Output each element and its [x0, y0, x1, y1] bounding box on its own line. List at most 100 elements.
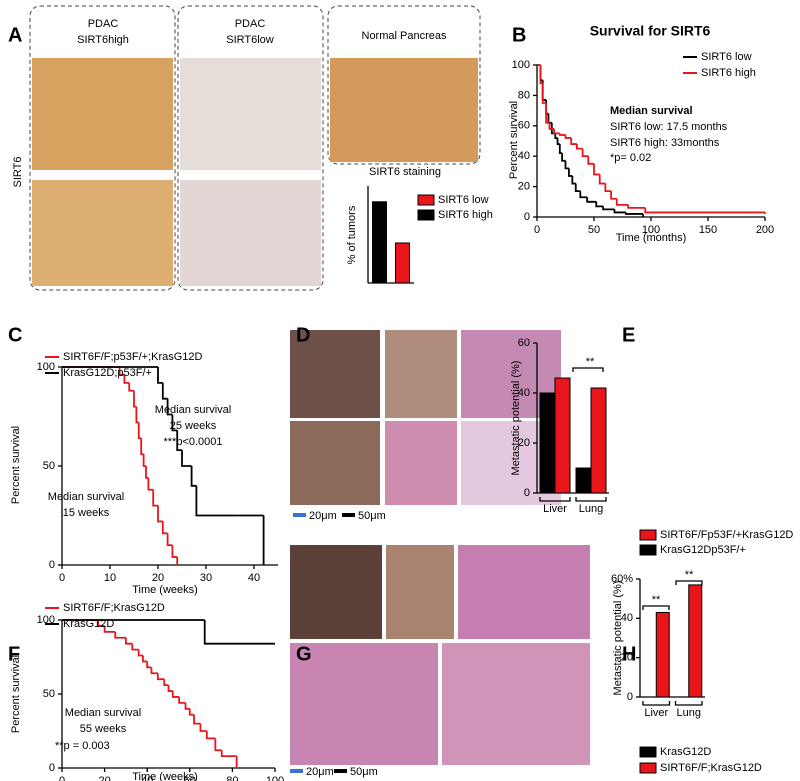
- survival-step: [157, 505, 163, 523]
- survival-step: [156, 673, 165, 681]
- survival-step: [587, 156, 594, 165]
- histology-image: [442, 643, 590, 765]
- survival-step: [157, 367, 163, 384]
- y-axis-label: Percent survival: [10, 655, 22, 733]
- survival-step: [553, 128, 560, 135]
- x-axis-label: Time (weeks): [132, 771, 198, 781]
- annotation: **: [586, 356, 595, 368]
- x-tick-label: 40: [248, 572, 260, 584]
- annotation: 55 weeks: [80, 723, 127, 735]
- ihc-image: [180, 58, 321, 170]
- bar: [575, 467, 592, 494]
- panel-letter: B: [512, 24, 526, 46]
- category-bracket: [674, 701, 703, 706]
- survival-step: [181, 450, 192, 467]
- survival-step: [613, 209, 626, 214]
- survival-step: [548, 122, 555, 130]
- survival-step: [184, 702, 190, 710]
- ihc-image: [330, 58, 478, 162]
- bar: [655, 611, 670, 698]
- significance-bracket: [572, 367, 604, 372]
- legend-label: KrasG12D;p53F/+: [63, 367, 152, 379]
- survival-step: [610, 191, 617, 200]
- panel-letter: D: [296, 324, 310, 346]
- x-tick-label: 20: [98, 775, 110, 781]
- y-tick-label: 60: [518, 337, 530, 349]
- survival-step: [123, 374, 130, 384]
- histology-image: [290, 643, 438, 765]
- legend-swatch: [417, 194, 435, 206]
- x-axis-label: Time (weeks): [132, 584, 198, 596]
- x-tick-label: 20: [152, 572, 164, 584]
- legend-swatch: [639, 544, 657, 556]
- legend-label: SIRT6 low: [438, 194, 489, 206]
- tissue-image: [290, 545, 382, 639]
- x-tick-label: 40: [141, 775, 153, 781]
- survival-step: [564, 134, 572, 139]
- x-tick-label: 100: [642, 224, 660, 236]
- row-label: SIRT6: [12, 157, 24, 188]
- ihc-image: [32, 180, 173, 286]
- significance-bracket: [675, 580, 703, 585]
- legend-label: SIRT6F/Fp53F/+KrasG12D: [660, 529, 793, 541]
- panel-letter: A: [8, 24, 22, 46]
- annotation: Median survival: [610, 105, 693, 117]
- annotation: **: [685, 569, 694, 581]
- tissue-image: [386, 545, 454, 639]
- annotation: Median survival: [65, 707, 141, 719]
- annotation: 25 weeks: [170, 420, 217, 432]
- x-axis-label: Time (months): [616, 232, 687, 244]
- x-tick-label: 60: [184, 775, 196, 781]
- survival-step: [166, 398, 173, 416]
- survival-step: [103, 625, 116, 633]
- survival-step: [188, 708, 195, 716]
- annotation: *p= 0.02: [610, 152, 651, 164]
- x-tick-label: Liver: [543, 503, 567, 515]
- survival-step: [598, 174, 606, 185]
- survival-step: [576, 144, 583, 150]
- annotation: **: [652, 594, 661, 606]
- x-tick-label: 30: [200, 572, 212, 584]
- survival-step: [137, 649, 143, 657]
- y-tick-label: 60: [518, 120, 530, 132]
- survival-step: [142, 454, 146, 467]
- y-axis-label: Metastatic potential (%): [612, 581, 624, 696]
- survival-step: [581, 148, 589, 158]
- legend-label: KrasG12Dp53F/+: [660, 544, 746, 556]
- x-tick-label: 150: [699, 224, 717, 236]
- panel-letter: H: [622, 643, 636, 665]
- survival-step: [561, 153, 566, 162]
- x-tick-label: 0: [59, 572, 65, 584]
- x-tick-label: 0: [59, 775, 65, 781]
- survival-step: [195, 485, 240, 517]
- scale-label: 20μm: [306, 766, 334, 778]
- column-title: PDAC: [235, 18, 266, 30]
- annotation: SIRT6 low: 17.5 months: [610, 121, 728, 133]
- y-tick-label: 20: [621, 652, 633, 664]
- survival-step: [161, 382, 168, 400]
- column-title: SIRT6high: [77, 34, 129, 46]
- y-axis-label: Percent survival: [10, 426, 22, 504]
- scale-label: 50μm: [358, 510, 386, 522]
- survival-step: [125, 637, 133, 645]
- annotation: ***p<0.0001: [163, 436, 222, 448]
- survival-step: [579, 191, 588, 199]
- tissue-image: [290, 330, 380, 418]
- annotation: Median survival: [155, 404, 231, 416]
- survival-step: [190, 466, 197, 487]
- legend-swatch: [639, 746, 657, 758]
- x-tick-label: 10: [104, 572, 116, 584]
- histology-image: [385, 421, 457, 505]
- histology-image: [458, 545, 590, 639]
- survival-step: [568, 168, 573, 177]
- panel-letter: G: [296, 643, 312, 665]
- tissue-image: [290, 421, 380, 505]
- survival-step: [128, 382, 134, 392]
- panel-letter: C: [8, 324, 22, 346]
- survival-step: [558, 133, 566, 136]
- survival-step: [166, 533, 173, 547]
- bar: [539, 392, 556, 494]
- survival-step: [625, 212, 644, 215]
- annotation: Median survival: [48, 491, 124, 503]
- legend-label: SIRT6F/F;KrasG12D: [63, 602, 165, 614]
